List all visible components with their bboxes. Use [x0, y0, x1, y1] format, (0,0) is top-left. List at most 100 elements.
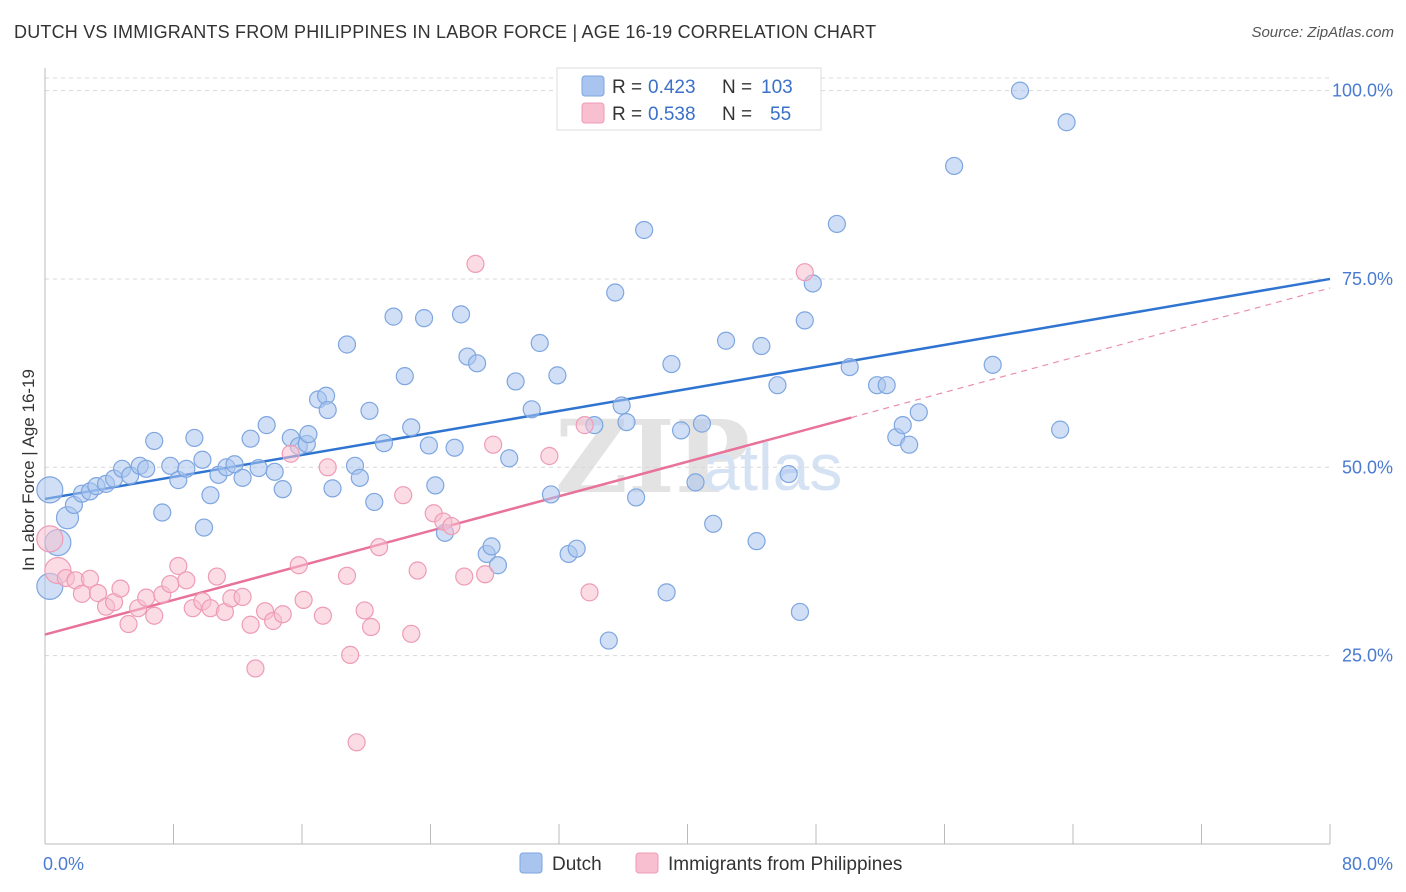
legend-dutch-label: Dutch	[552, 854, 602, 875]
dutch-point	[426, 476, 445, 495]
dutch-point	[395, 367, 414, 386]
dutch-point	[365, 492, 384, 512]
dutch-point	[299, 425, 318, 444]
phil-point	[455, 567, 474, 586]
dutch-point	[419, 436, 438, 455]
dutch-point	[657, 583, 676, 602]
dutch-r-value: 0.423	[648, 77, 696, 98]
dutch-point	[599, 631, 618, 650]
stats-box: R = 0.423 N = 103 R = 0.538 N = 55	[556, 67, 822, 131]
phil-point	[466, 254, 485, 273]
dutch-point	[662, 354, 681, 374]
y-tick-label: 100.0%	[1332, 81, 1393, 101]
phil-n-value: 55	[770, 104, 791, 125]
phil-point	[246, 659, 265, 678]
y-tick-labels: 25.0% 50.0% 75.0% 100.0%	[1332, 81, 1393, 666]
dutch-point	[671, 421, 691, 440]
phil-point	[370, 538, 389, 557]
dutch-point	[402, 418, 421, 437]
dutch-point	[612, 396, 631, 415]
dutch-point	[193, 450, 212, 469]
y-tick-label: 50.0%	[1342, 457, 1393, 477]
dutch-point	[530, 333, 549, 353]
x-tick-label: 0.0%	[43, 854, 84, 874]
dutch-point	[790, 602, 810, 622]
dutch-point	[374, 434, 394, 453]
dutch-point	[606, 283, 625, 302]
philippines-points	[36, 254, 814, 752]
dutch-point	[626, 488, 646, 507]
dutch-point	[716, 331, 736, 350]
dutch-point	[617, 412, 636, 432]
phil-point	[119, 614, 138, 634]
phil-point	[318, 458, 337, 477]
dutch-point	[137, 459, 156, 478]
phil-point	[294, 590, 313, 609]
phil-swatch	[581, 102, 605, 124]
x-tick-label: 80.0%	[1342, 854, 1393, 874]
dutch-point	[265, 462, 284, 481]
phil-point	[795, 263, 814, 282]
legend: Dutch Immigrants from Philippines	[519, 852, 902, 875]
dutch-point	[893, 416, 912, 435]
phil-point	[484, 435, 503, 454]
phil-point	[111, 579, 130, 598]
y-tick-label: 75.0%	[1342, 269, 1393, 289]
dutch-point	[877, 376, 896, 395]
dutch-n-label: N =	[722, 77, 752, 98]
dutch-point	[414, 309, 434, 328]
dutch-point	[241, 429, 260, 448]
grid-lines	[45, 77, 1330, 657]
phil-point	[442, 516, 461, 536]
dutch-point	[686, 473, 705, 492]
phil-point	[580, 583, 599, 602]
dutch-point	[692, 414, 712, 433]
dutch-point	[177, 459, 196, 478]
phil-point	[207, 567, 226, 586]
dutch-point	[201, 486, 220, 505]
dutch-point	[840, 357, 859, 377]
dutch-point	[467, 354, 487, 373]
phil-point	[289, 556, 308, 575]
phil-point	[540, 446, 559, 466]
dutch-point	[768, 376, 787, 395]
phil-trend-extension	[851, 287, 1331, 419]
dutch-point	[704, 514, 723, 533]
dutch-point	[500, 449, 519, 468]
dutch-point	[445, 438, 464, 457]
dutch-point	[900, 435, 919, 454]
dutch-point	[827, 214, 846, 234]
phil-point	[355, 601, 374, 620]
dutch-point	[635, 220, 654, 240]
dutch-point	[249, 458, 268, 478]
dutch-r-label: R =	[612, 77, 642, 98]
dutch-point	[318, 400, 337, 420]
dutch-point	[145, 431, 164, 451]
axes	[44, 68, 1331, 845]
dutch-point	[384, 307, 403, 326]
phil-point	[337, 566, 357, 585]
dutch-point	[506, 372, 525, 391]
x-tick-labels: 0.0% 80.0%	[43, 854, 1393, 874]
dutch-point	[522, 400, 541, 419]
phil-point	[177, 571, 196, 590]
dutch-n-value: 103	[761, 77, 793, 98]
phil-point	[233, 587, 252, 606]
phil-point	[72, 584, 92, 603]
dutch-point	[747, 532, 766, 551]
phil-point	[36, 525, 64, 553]
phil-point	[80, 569, 100, 588]
legend-dutch-swatch	[519, 852, 543, 874]
dutch-point	[273, 480, 292, 499]
y-tick-label: 25.0%	[1342, 646, 1393, 666]
dutch-point	[945, 156, 964, 176]
dutch-point	[233, 468, 252, 487]
phil-point	[273, 605, 292, 624]
phil-r-label: R =	[612, 104, 642, 125]
phil-point	[361, 617, 381, 637]
phil-point	[161, 574, 180, 594]
dutch-point	[337, 335, 357, 354]
y-axis-label: In Labor Force | Age 16-19	[19, 369, 38, 571]
legend-phil-label: Immigrants from Philippines	[668, 854, 902, 875]
